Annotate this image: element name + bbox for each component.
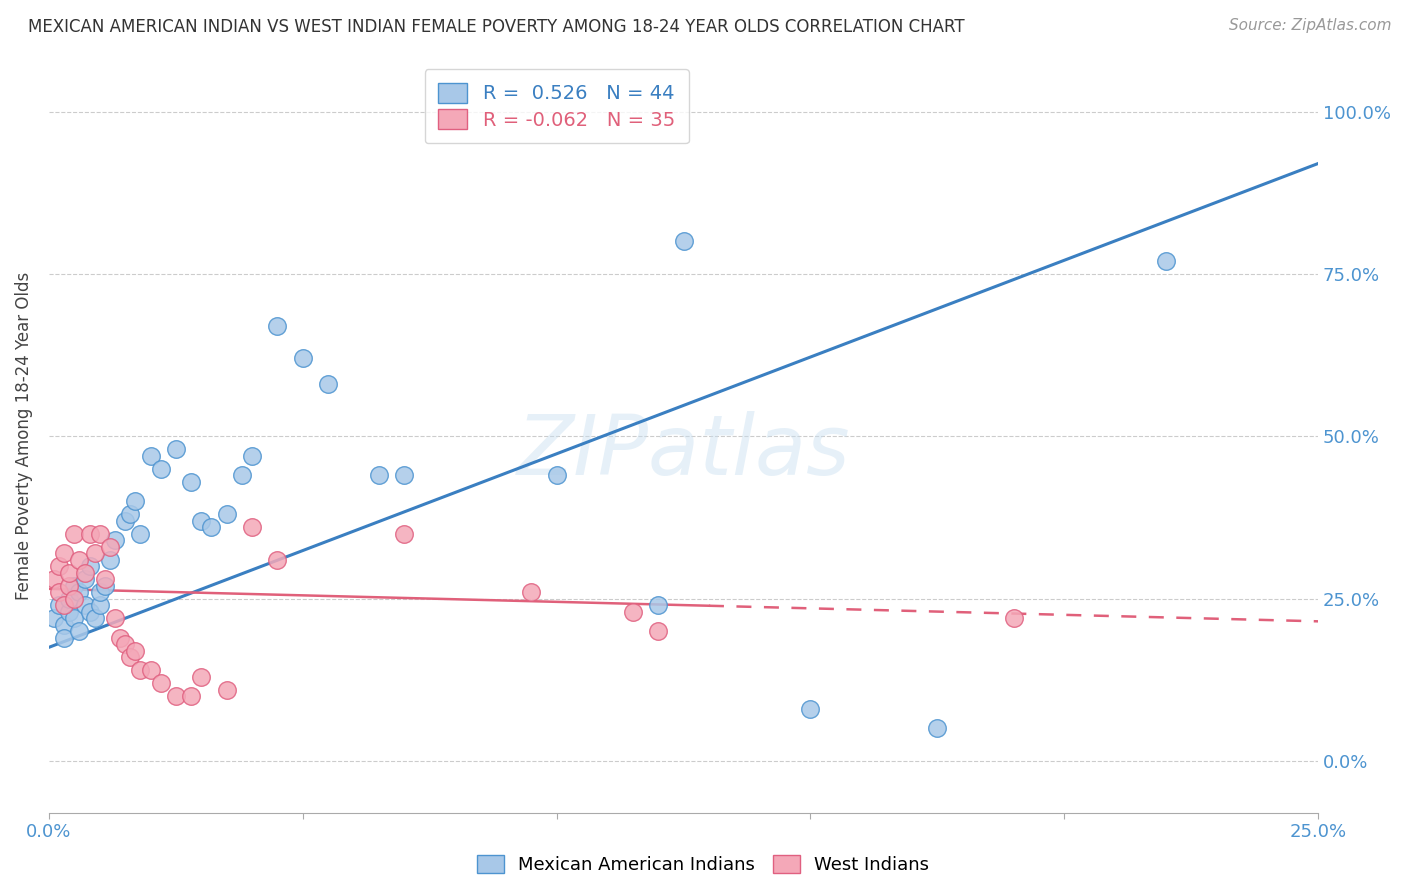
- Point: [215, 682, 238, 697]
- Point: [53, 546, 76, 560]
- Point: [120, 507, 142, 521]
- Point: [215, 507, 238, 521]
- Point: [368, 468, 391, 483]
- Point: [114, 514, 136, 528]
- Point: [190, 669, 212, 683]
- Point: [231, 468, 253, 483]
- Point: [1002, 611, 1025, 625]
- Point: [1154, 254, 1177, 268]
- Point: [120, 650, 142, 665]
- Point: [546, 468, 568, 483]
- Point: [98, 552, 121, 566]
- Point: [291, 351, 314, 366]
- Point: [394, 526, 416, 541]
- Point: [129, 526, 152, 541]
- Point: [149, 461, 172, 475]
- Point: [139, 449, 162, 463]
- Point: [42, 611, 65, 625]
- Point: [240, 449, 263, 463]
- Point: [647, 624, 669, 638]
- Point: [190, 514, 212, 528]
- Point: [63, 591, 86, 606]
- Point: [240, 520, 263, 534]
- Point: [63, 611, 86, 625]
- Point: [67, 552, 90, 566]
- Point: [104, 611, 127, 625]
- Point: [520, 585, 543, 599]
- Point: [108, 631, 131, 645]
- Point: [79, 559, 101, 574]
- Point: [58, 579, 80, 593]
- Point: [48, 559, 70, 574]
- Point: [129, 663, 152, 677]
- Point: [53, 598, 76, 612]
- Point: [672, 235, 695, 249]
- Point: [124, 494, 146, 508]
- Text: ZIPatlas: ZIPatlas: [517, 411, 851, 491]
- Point: [89, 526, 111, 541]
- Point: [394, 468, 416, 483]
- Point: [266, 552, 288, 566]
- Point: [124, 643, 146, 657]
- Point: [316, 377, 339, 392]
- Point: [53, 631, 76, 645]
- Point: [94, 572, 117, 586]
- Point: [79, 605, 101, 619]
- Point: [165, 442, 187, 457]
- Point: [104, 533, 127, 548]
- Y-axis label: Female Poverty Among 18-24 Year Olds: Female Poverty Among 18-24 Year Olds: [15, 272, 32, 600]
- Point: [79, 526, 101, 541]
- Point: [58, 591, 80, 606]
- Point: [83, 611, 105, 625]
- Point: [48, 585, 70, 599]
- Point: [200, 520, 222, 534]
- Point: [53, 617, 76, 632]
- Point: [647, 598, 669, 612]
- Point: [42, 572, 65, 586]
- Legend: R =  0.526   N = 44, R = -0.062   N = 35: R = 0.526 N = 44, R = -0.062 N = 35: [425, 70, 689, 144]
- Point: [48, 598, 70, 612]
- Point: [114, 637, 136, 651]
- Point: [799, 702, 821, 716]
- Point: [63, 526, 86, 541]
- Point: [927, 722, 949, 736]
- Point: [139, 663, 162, 677]
- Point: [73, 598, 96, 612]
- Point: [58, 605, 80, 619]
- Point: [165, 689, 187, 703]
- Text: MEXICAN AMERICAN INDIAN VS WEST INDIAN FEMALE POVERTY AMONG 18-24 YEAR OLDS CORR: MEXICAN AMERICAN INDIAN VS WEST INDIAN F…: [28, 18, 965, 36]
- Point: [621, 605, 644, 619]
- Point: [266, 318, 288, 333]
- Point: [73, 572, 96, 586]
- Text: Source: ZipAtlas.com: Source: ZipAtlas.com: [1229, 18, 1392, 33]
- Legend: Mexican American Indians, West Indians: Mexican American Indians, West Indians: [467, 846, 939, 883]
- Point: [94, 579, 117, 593]
- Point: [67, 585, 90, 599]
- Point: [149, 676, 172, 690]
- Point: [98, 540, 121, 554]
- Point: [89, 585, 111, 599]
- Point: [63, 579, 86, 593]
- Point: [89, 598, 111, 612]
- Point: [67, 624, 90, 638]
- Point: [73, 566, 96, 580]
- Point: [180, 689, 202, 703]
- Point: [58, 566, 80, 580]
- Point: [83, 546, 105, 560]
- Point: [180, 475, 202, 489]
